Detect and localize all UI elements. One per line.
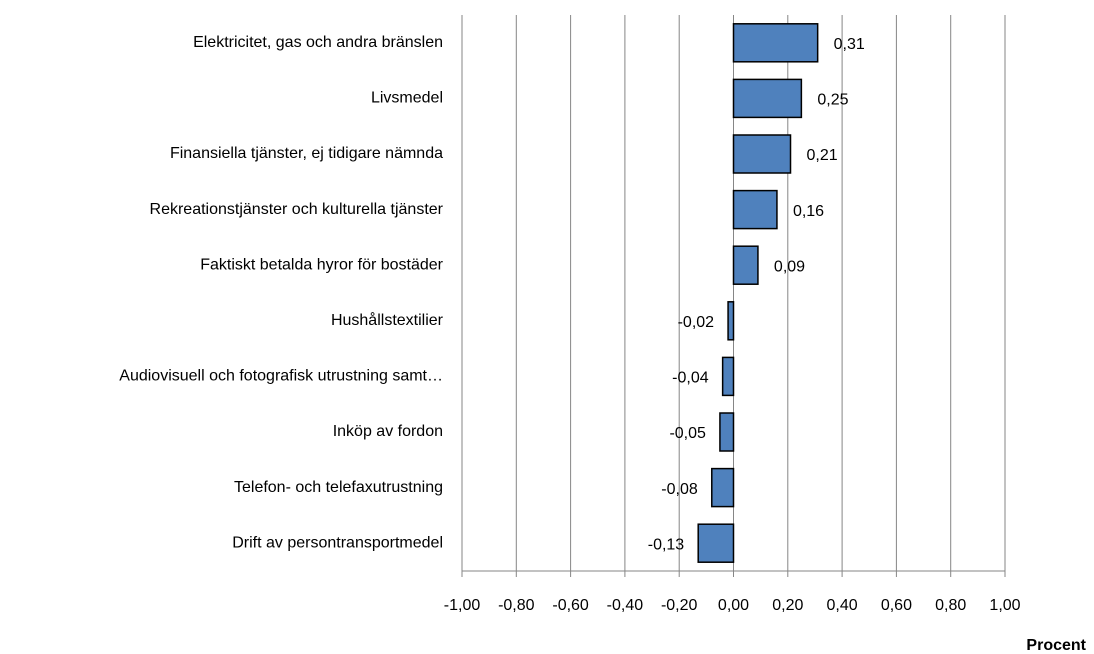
x-axis-label: Procent: [1026, 637, 1086, 654]
value-label: -0,13: [648, 536, 685, 553]
y-tick-label: Hushållstextilier: [331, 311, 444, 329]
y-tick-label: Inköp av fordon: [333, 423, 443, 440]
value-label: -0,02: [678, 314, 715, 331]
value-label: -0,08: [661, 481, 698, 498]
y-tick-label: Audiovisuell och fotografisk utrustning …: [119, 368, 443, 385]
value-label: -0,04: [672, 370, 709, 387]
bar: [711, 467, 735, 508]
bar: [732, 134, 792, 174]
value-label: -0,05: [669, 425, 706, 442]
x-tick-label: 0,00: [718, 597, 749, 614]
x-tick-label: -0,20: [661, 597, 698, 614]
y-tick-label: Rekreationstjänster och kulturella tjäns…: [150, 201, 444, 218]
y-tick-label: Faktiskt betalda hyror för bostäder: [200, 256, 443, 273]
x-tick-label: -0,40: [607, 597, 644, 614]
x-tick-label: 0,80: [935, 597, 966, 614]
x-tick-label: 1,00: [989, 597, 1020, 614]
bar: [732, 189, 778, 230]
y-tick-label: Drift av persontransportmedel: [232, 534, 443, 551]
y-tick-label: Finansiella tjänster, ej tidigare nämnda: [170, 145, 443, 162]
value-label: 0,16: [793, 203, 824, 220]
x-tick-label: 0,40: [827, 597, 858, 614]
x-tick-label: 0,20: [772, 597, 803, 614]
value-label: 0,25: [817, 92, 848, 109]
y-tick-label: Livsmedel: [371, 90, 443, 107]
x-tick-label: 0,60: [881, 597, 912, 614]
bar: [719, 412, 735, 452]
y-tick-label: Elektricitet, gas och andra bränslen: [193, 34, 443, 51]
bar: [732, 78, 803, 119]
value-label: 0,09: [774, 258, 805, 275]
value-label: 0,21: [807, 147, 838, 164]
y-tick-label: Telefon- och telefaxutrustning: [234, 479, 443, 496]
bar: [732, 245, 759, 285]
x-tick-label: -0,60: [552, 597, 589, 614]
bar: [732, 23, 819, 63]
bar: [697, 523, 735, 563]
bar: [727, 301, 735, 341]
bar: [721, 356, 735, 397]
x-tick-label: -0,80: [498, 597, 535, 614]
x-tick-label: -1,00: [444, 597, 481, 614]
value-label: 0,31: [834, 36, 865, 53]
